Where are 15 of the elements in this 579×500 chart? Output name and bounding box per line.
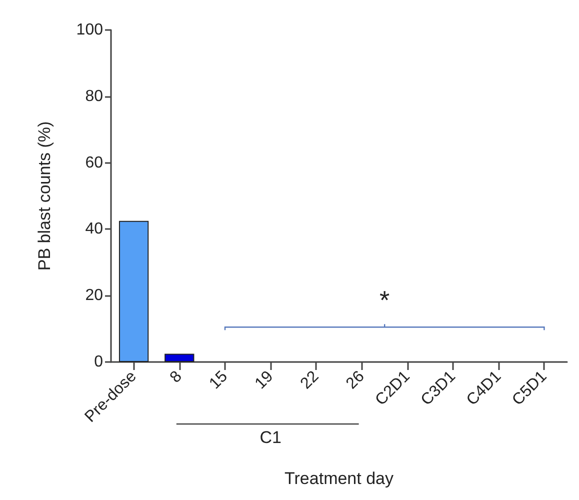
y-axis-title: PB blast counts (%) xyxy=(35,121,54,271)
y-tick-label: 40 xyxy=(85,220,104,238)
x-tick-label: 15 xyxy=(206,368,232,393)
y-tick-label: 60 xyxy=(85,154,104,172)
y-tick-label: 0 xyxy=(94,354,104,370)
x-tick-label: 19 xyxy=(252,368,277,393)
annotation: * xyxy=(380,285,390,316)
y-tick-label: 80 xyxy=(85,88,104,105)
text: C1 xyxy=(260,428,282,447)
x-tick-label: 8 xyxy=(167,368,186,386)
x-axis-title: Treatment day xyxy=(284,469,394,488)
y-tick-label: 100 xyxy=(76,22,104,38)
x-tick-label: 26 xyxy=(343,368,368,393)
y-tick-label: 20 xyxy=(85,287,104,304)
x-tick-label: 22 xyxy=(298,368,322,393)
